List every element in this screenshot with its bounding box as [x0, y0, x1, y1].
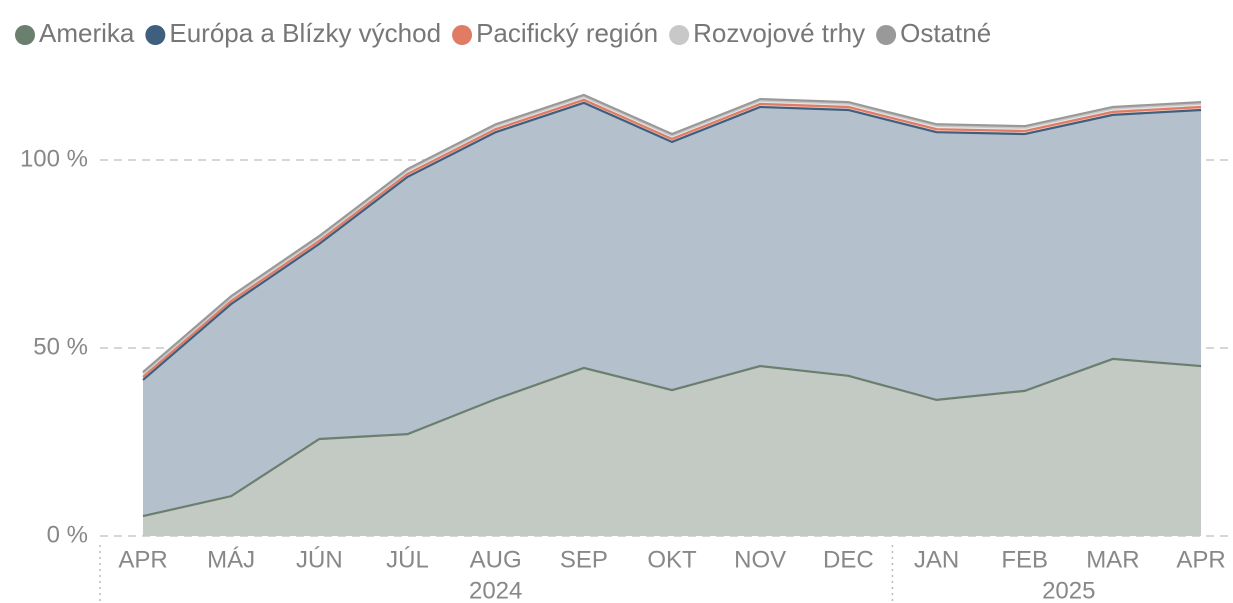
x-tick-label: NOV — [734, 546, 786, 573]
x-tick-label: AUG — [470, 546, 522, 573]
x-tick-label: MÁJ — [207, 546, 255, 573]
legend-label: Ostatné — [900, 18, 991, 48]
legend-label: Amerika — [39, 18, 135, 48]
area-line — [142, 98, 1202, 378]
y-tick-label: 0 % — [47, 521, 88, 548]
legend-marker — [452, 25, 473, 45]
area-line — [142, 101, 1202, 381]
x-tick-label: APR — [118, 546, 167, 573]
area — [143, 102, 1202, 517]
area — [143, 358, 1202, 536]
x-tick-label: SEP — [560, 546, 608, 573]
legend-marker — [15, 25, 35, 45]
area-line — [142, 93, 1202, 373]
y-tick-label: 50 % — [33, 333, 88, 360]
legend-label: Rozvojové trhy — [693, 18, 865, 48]
x-tick-label: DEC — [823, 546, 874, 573]
x-group-label: 2024 — [469, 577, 522, 603]
area-line — [142, 95, 1202, 375]
x-tick-label: JÚN — [296, 546, 343, 573]
legend-marker — [669, 25, 690, 45]
x-tick-label: APR — [1176, 546, 1225, 573]
legend-marker — [876, 25, 897, 45]
legend-marker — [145, 25, 166, 45]
x-tick-label: JÚL — [386, 546, 429, 573]
legend-label: Pacifický región — [476, 18, 658, 48]
legend-label: Európa a Blízky východ — [169, 18, 441, 48]
area-line — [142, 357, 1202, 518]
x-group-label: 2025 — [1042, 577, 1095, 603]
x-tick-label: FEB — [1001, 546, 1048, 573]
y-tick-label: 100 % — [20, 145, 88, 172]
x-tick-label: JAN — [914, 546, 959, 573]
x-tick-label: OKT — [647, 546, 697, 573]
x-tick-label: MAR — [1086, 546, 1139, 573]
